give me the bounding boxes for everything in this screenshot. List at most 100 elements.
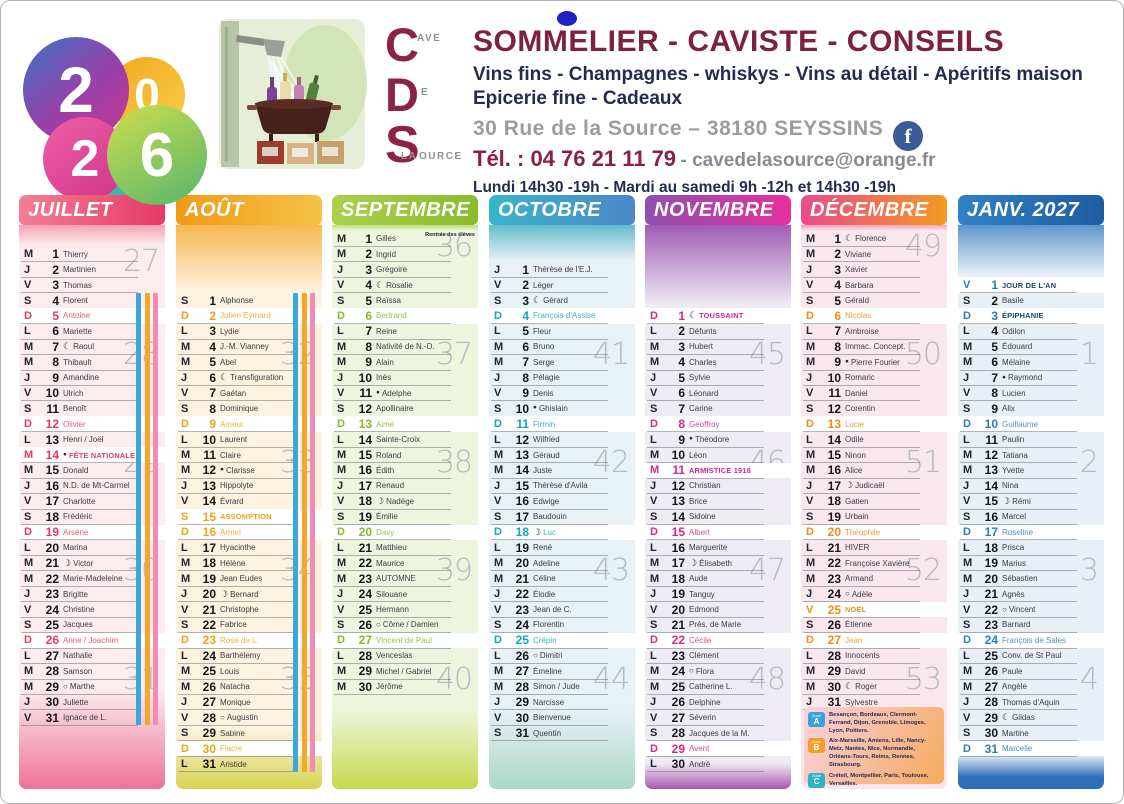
day-number: 8 bbox=[678, 417, 685, 432]
shop-header: SOMMELIER - CAVISTE - CONSEILS Vins fins… bbox=[473, 25, 1118, 197]
weekday-letter: M bbox=[806, 665, 816, 678]
day-name: Nadège bbox=[386, 496, 415, 506]
day-name: Léger bbox=[533, 280, 554, 290]
day-row: S 12 Corentin bbox=[801, 401, 947, 418]
weekday-letter: L bbox=[650, 433, 657, 446]
day-number: 4 bbox=[991, 324, 998, 339]
zone-cities: Créteil, Montpellier, Paris, Toulouse, V… bbox=[829, 772, 929, 787]
day-number: 9 bbox=[209, 417, 216, 432]
day-row: M 12 ● Clarisse bbox=[176, 463, 322, 480]
day-name: Amandine bbox=[63, 373, 100, 383]
day-number: 13 bbox=[45, 432, 59, 447]
day-number: 23 bbox=[515, 602, 529, 617]
day-row: V 1 JOUR DE L'AN bbox=[958, 277, 1104, 294]
day-number: 23 bbox=[984, 617, 998, 632]
logo-small-ource: OURCE bbox=[419, 151, 463, 162]
day-row: L 3 Lydie bbox=[176, 324, 322, 341]
weekday-letter: J bbox=[650, 479, 657, 492]
day-name: Lucie bbox=[845, 419, 865, 429]
day-row: V 2 Léger bbox=[489, 277, 635, 294]
day-row: M 14 ● FÊTE NATIONALE bbox=[19, 447, 165, 464]
day-name: Louis bbox=[220, 666, 240, 676]
week-number: 4 bbox=[1079, 661, 1099, 697]
day-number: 5 bbox=[522, 324, 529, 339]
weekday-letter: M bbox=[806, 232, 816, 245]
weekday-letter: L bbox=[181, 325, 188, 338]
day-number: 14 bbox=[45, 448, 59, 463]
day-name: Tanguy bbox=[689, 589, 715, 599]
weekday-letter: L bbox=[963, 541, 970, 554]
day-name: Ghislain bbox=[538, 404, 568, 414]
weekday-letter: S bbox=[806, 294, 814, 307]
weekday-letter: V bbox=[806, 603, 814, 616]
day-number: 6 bbox=[522, 339, 529, 354]
day-number: 31 bbox=[45, 710, 59, 725]
day-name: Hippolyte bbox=[220, 481, 254, 491]
year-digit: 6 bbox=[139, 120, 175, 190]
month-top-fade bbox=[19, 225, 165, 245]
day-number: 16 bbox=[984, 509, 998, 524]
weekday-letter: D bbox=[806, 526, 814, 539]
day-name: Christophe bbox=[220, 605, 259, 615]
day-number: 15 bbox=[202, 509, 216, 524]
weekday-letter: J bbox=[963, 479, 970, 492]
week-number: 2 bbox=[1079, 445, 1099, 481]
day-name: Agnès bbox=[1002, 589, 1025, 599]
day-number: 29 bbox=[202, 726, 216, 741]
day-number: 25 bbox=[45, 617, 59, 632]
weekday-letter: M bbox=[337, 680, 347, 693]
day-name: Apollinaire bbox=[376, 404, 414, 414]
day-row: D 23 Rose de L. bbox=[176, 632, 322, 650]
weekday-letter: M bbox=[806, 248, 816, 261]
day-row: D 1 ☾ TOUSSAINT bbox=[645, 308, 791, 325]
day-row: D 11 Firmin bbox=[489, 416, 635, 433]
weekday-letter: V bbox=[494, 495, 502, 508]
day-number: 24 bbox=[45, 602, 59, 617]
moon-phase-icon: ☽ bbox=[845, 480, 854, 491]
day-number: 6 bbox=[678, 386, 685, 401]
weekday-letter: M bbox=[494, 572, 504, 585]
day-row: V 16 Edwige bbox=[489, 494, 635, 511]
weekday-letter: S bbox=[181, 402, 189, 415]
month-top-fade bbox=[489, 225, 635, 260]
day-number: 19 bbox=[671, 587, 685, 602]
day-row: M 19 Marius bbox=[958, 555, 1104, 572]
weekday-letter: V bbox=[337, 387, 345, 400]
weekday-letter: D bbox=[806, 309, 814, 322]
month-bottom-fade bbox=[489, 709, 635, 789]
day-number: 4 bbox=[522, 308, 529, 323]
day-row: M 3 Hubert bbox=[645, 339, 791, 356]
day-number: 16 bbox=[827, 463, 841, 478]
weekday-letter: M bbox=[24, 665, 34, 678]
weekday-letter: J bbox=[181, 479, 188, 492]
day-name: Théodore bbox=[694, 435, 730, 445]
day-row: M 22 Marie-Madeleine bbox=[19, 571, 165, 588]
day-row: S 5 Raïssa bbox=[332, 293, 478, 310]
day-number: 10 bbox=[827, 370, 841, 385]
month-column-1: 2728293031 M 1 Thierry J 2 Martinien V 3 Thomas S 4… bbox=[19, 195, 165, 789]
day-row: M 30 Jérôme bbox=[332, 679, 478, 696]
stripe-zone-b bbox=[144, 292, 150, 726]
day-number: 27 bbox=[827, 633, 841, 648]
day-row: J 30 Juliette bbox=[19, 695, 165, 711]
day-row: M 22 Françoise Xavière bbox=[801, 555, 947, 572]
day-name: Renaud bbox=[376, 481, 405, 491]
week-number: 1 bbox=[1079, 337, 1099, 373]
weekday-letter: M bbox=[806, 464, 816, 477]
day-name: Adelphe bbox=[381, 388, 412, 398]
day-row: S 5 Gérald bbox=[801, 293, 947, 310]
day-row: M 16 Édith bbox=[332, 463, 478, 480]
weekday-letter: L bbox=[494, 541, 501, 554]
day-number: 26 bbox=[358, 617, 372, 632]
day-number: 5 bbox=[834, 293, 841, 308]
weekday-letter: M bbox=[181, 356, 191, 369]
day-number: 30 bbox=[984, 726, 998, 741]
day-row: J 29 Narcisse bbox=[489, 695, 635, 711]
weekday-letter: S bbox=[337, 294, 345, 307]
day-number: 7 bbox=[52, 339, 59, 354]
day-number: 3 bbox=[209, 324, 216, 339]
day-row: M 23 Armand bbox=[801, 571, 947, 588]
day-number: 23 bbox=[45, 587, 59, 602]
weekday-letter: V bbox=[337, 603, 345, 616]
month-top-fade bbox=[645, 225, 791, 306]
